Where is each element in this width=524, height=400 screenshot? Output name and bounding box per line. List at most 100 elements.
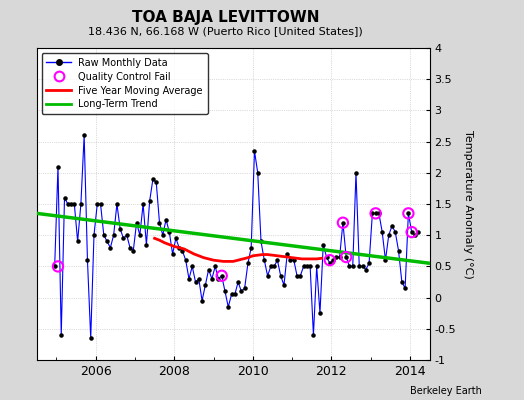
Point (254, 170, 262, 176)
Point (155, 220, 163, 226)
Point (342, 254, 351, 260)
Point (142, 241, 150, 248)
Point (214, 276, 223, 282)
Point (372, 210, 380, 216)
Point (267, 263, 275, 270)
Y-axis label: Temperature Anomaly (°C): Temperature Anomaly (°C) (463, 130, 473, 278)
Point (404, 210, 412, 216)
Point (54, 163, 62, 170)
Point (152, 179, 160, 185)
Point (355, 263, 364, 270)
Point (283, 251, 291, 257)
Point (188, 263, 196, 270)
Point (110, 232, 118, 238)
Point (257, 238, 265, 245)
Point (63, 201, 72, 207)
Point (211, 263, 220, 270)
Point (299, 263, 308, 270)
Point (178, 248, 187, 254)
Point (296, 272, 304, 279)
Point (194, 276, 203, 282)
Point (123, 232, 131, 238)
Point (224, 304, 233, 310)
Point (133, 220, 141, 226)
Point (217, 272, 226, 279)
Point (395, 248, 403, 254)
Point (280, 282, 288, 288)
Point (116, 226, 124, 232)
Point (306, 263, 314, 270)
Point (414, 229, 422, 235)
Point (244, 260, 252, 266)
Point (168, 251, 177, 257)
Point (86, 335, 95, 341)
Point (316, 310, 324, 316)
Point (348, 263, 357, 270)
Point (325, 260, 334, 266)
Point (368, 210, 377, 216)
Point (119, 235, 128, 242)
Point (234, 279, 242, 285)
Point (365, 260, 373, 266)
Point (204, 266, 213, 273)
Point (247, 244, 255, 251)
Text: 18.436 N, 66.168 W (Puerto Rico [United States]): 18.436 N, 66.168 W (Puerto Rico [United … (88, 26, 363, 36)
Point (103, 238, 111, 245)
Point (339, 220, 347, 226)
Point (83, 257, 92, 263)
Point (273, 257, 281, 263)
Point (264, 272, 272, 279)
Text: Berkeley Earth: Berkeley Earth (410, 386, 482, 396)
Point (250, 148, 259, 154)
Point (100, 232, 108, 238)
Point (319, 241, 328, 248)
Point (126, 244, 134, 251)
Point (260, 257, 268, 263)
Point (90, 232, 98, 238)
Point (70, 201, 79, 207)
Point (60, 194, 69, 201)
Point (293, 272, 301, 279)
Point (342, 254, 351, 260)
Point (172, 235, 180, 242)
Point (332, 254, 341, 260)
Point (231, 291, 239, 298)
Point (191, 279, 200, 285)
Point (329, 257, 337, 263)
Point (96, 201, 105, 207)
Point (149, 176, 157, 182)
Point (398, 279, 406, 285)
Point (277, 272, 285, 279)
Point (227, 291, 236, 298)
Point (50, 263, 59, 270)
Point (322, 254, 331, 260)
Point (385, 232, 393, 238)
Text: TOA BAJA LEVITTOWN: TOA BAJA LEVITTOWN (132, 10, 319, 25)
Point (241, 285, 249, 292)
Point (159, 232, 167, 238)
Point (129, 248, 137, 254)
Point (378, 229, 386, 235)
Point (381, 257, 390, 263)
Point (80, 132, 89, 138)
Point (162, 216, 170, 223)
Point (67, 201, 75, 207)
Point (411, 232, 419, 238)
Point (93, 201, 102, 207)
Legend: Raw Monthly Data, Quality Control Fail, Five Year Moving Average, Long-Term Tren: Raw Monthly Data, Quality Control Fail, … (41, 53, 208, 114)
Point (113, 201, 121, 207)
Point (388, 223, 396, 229)
Point (201, 282, 210, 288)
Point (325, 257, 334, 263)
Point (290, 257, 298, 263)
Point (198, 298, 206, 304)
Point (270, 263, 278, 270)
Point (391, 229, 399, 235)
Point (372, 210, 380, 216)
Point (339, 220, 347, 226)
Point (358, 263, 367, 270)
Point (237, 288, 246, 294)
Point (165, 229, 173, 235)
Point (217, 272, 226, 279)
Point (181, 257, 190, 263)
